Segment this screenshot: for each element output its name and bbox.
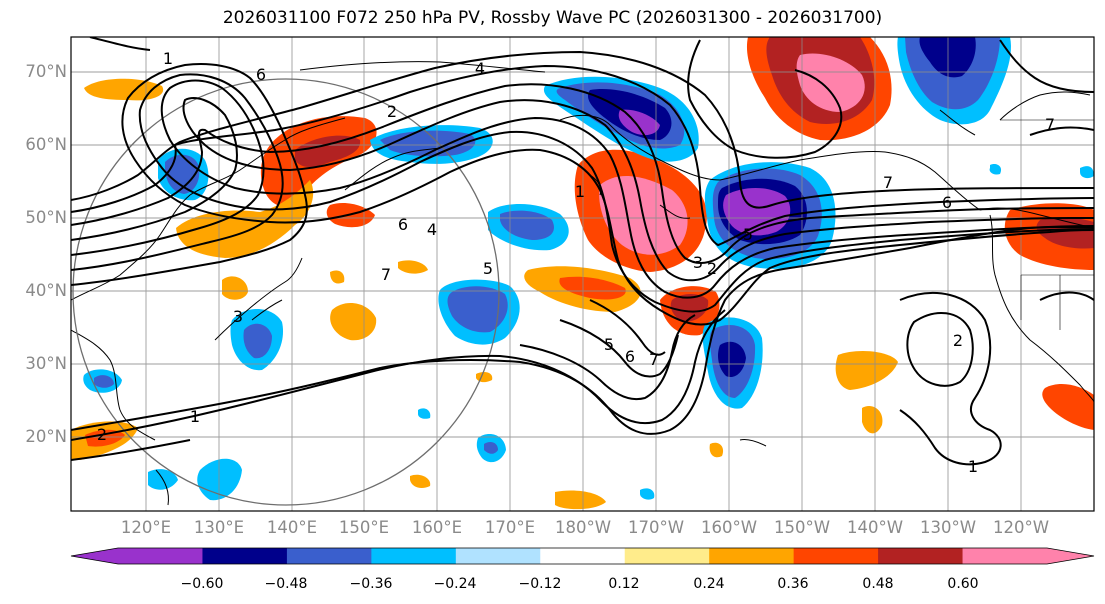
colorbar-segment <box>455 548 541 564</box>
lon-label: 130°E <box>193 518 245 537</box>
colorbar-extend-low <box>71 548 118 564</box>
contour-label: 6 <box>942 193 952 212</box>
colorbar-tick-label: 0.48 <box>862 576 894 592</box>
colorbar-tick-label: 0.60 <box>947 576 979 592</box>
colorbar-tick-label: −0.36 <box>349 576 393 592</box>
pv-contour-labels: 1 6 4 2 7 6 5 7 3 2 5 6 7 1 2 1 7 6 2 1 … <box>97 49 1055 476</box>
lon-label: 140°W <box>846 518 904 537</box>
colorbar-segment <box>709 548 795 564</box>
satellite-view-circle <box>72 78 500 506</box>
lon-label: 140°E <box>266 518 318 537</box>
contour-label: 5 <box>743 225 753 244</box>
colorbar-tick-label: −0.60 <box>180 576 224 592</box>
lon-label: 150°E <box>338 518 390 537</box>
colorbar-tick-label: −0.12 <box>518 576 562 592</box>
lat-label-50n: 50°N <box>25 208 67 227</box>
map-frame <box>70 36 1095 512</box>
lon-label: 150°W <box>773 518 831 537</box>
colorbar-segment <box>793 548 879 564</box>
contour-label: 1 <box>575 182 585 201</box>
map-area: 1 6 4 2 7 6 5 7 3 2 5 6 7 1 2 1 7 6 2 1 … <box>71 37 1094 511</box>
pv-contours <box>71 37 1094 466</box>
contour-label: 7 <box>1045 115 1055 134</box>
lon-label: 120°E <box>120 518 172 537</box>
contour-label: 1 <box>163 49 173 68</box>
contour-label: 6 <box>625 347 635 366</box>
colorbar-outline <box>70 547 1095 565</box>
colorbar-segment <box>878 548 964 564</box>
lon-label: 160°W <box>700 518 758 537</box>
lon-label: 170°W <box>627 518 685 537</box>
contour-label: 2 <box>97 425 107 444</box>
lon-label: 130°W <box>919 518 977 537</box>
colorbar-tick-label: 0.12 <box>608 576 640 592</box>
colorbar-segment <box>286 548 372 564</box>
contour-label: 4 <box>475 59 485 78</box>
colorbar-segment <box>540 548 626 564</box>
contour-label: 4 <box>427 220 437 239</box>
contour-label: 2 <box>707 259 717 278</box>
lat-label-70n: 70°N <box>25 62 67 81</box>
contour-label: 2 <box>387 102 397 121</box>
colorbar-segment <box>118 548 203 564</box>
lat-label-60n: 60°N <box>25 135 67 154</box>
contour-label: 5 <box>604 335 614 354</box>
borders <box>1000 119 1094 330</box>
contour-label: 1 <box>190 407 200 426</box>
contour-label: 7 <box>649 350 659 369</box>
colorbar-tick-label: 0.36 <box>777 576 809 592</box>
contour-label: 7 <box>381 265 391 284</box>
colorbar-segment <box>202 548 288 564</box>
contour-label: 1 <box>968 457 978 476</box>
map-title: 2026031100 F072 250 hPa PV, Rossby Wave … <box>222 8 883 28</box>
colorbar-tick-label: −0.48 <box>264 576 308 592</box>
colorbar-tick-label: −0.24 <box>433 576 477 592</box>
colorbar-extend-high <box>1047 548 1094 564</box>
lon-label: 160°E <box>411 518 463 537</box>
colorbar <box>70 547 1095 565</box>
contour-label: 7 <box>883 173 893 192</box>
lon-label: 170°E <box>484 518 536 537</box>
lat-label-30n: 30°N <box>25 354 67 373</box>
lat-label-20n: 20°N <box>25 427 67 446</box>
contour-label: 6 <box>256 65 266 84</box>
colorbar-segment <box>962 548 1048 564</box>
graticule <box>71 37 1094 511</box>
contour-label: 2 <box>953 331 963 350</box>
contour-label: 5 <box>483 259 493 278</box>
colorbar-tick-label: 0.24 <box>693 576 725 592</box>
lon-label: 120°W <box>992 518 1050 537</box>
lon-label: 180°W <box>554 518 612 537</box>
contour-label: 3 <box>693 253 703 272</box>
contour-label: 6 <box>398 215 408 234</box>
lat-label-40n: 40°N <box>25 281 67 300</box>
colorbar-segment <box>624 548 710 564</box>
colorbar-segment <box>371 548 457 564</box>
contour-label: 3 <box>233 307 243 326</box>
